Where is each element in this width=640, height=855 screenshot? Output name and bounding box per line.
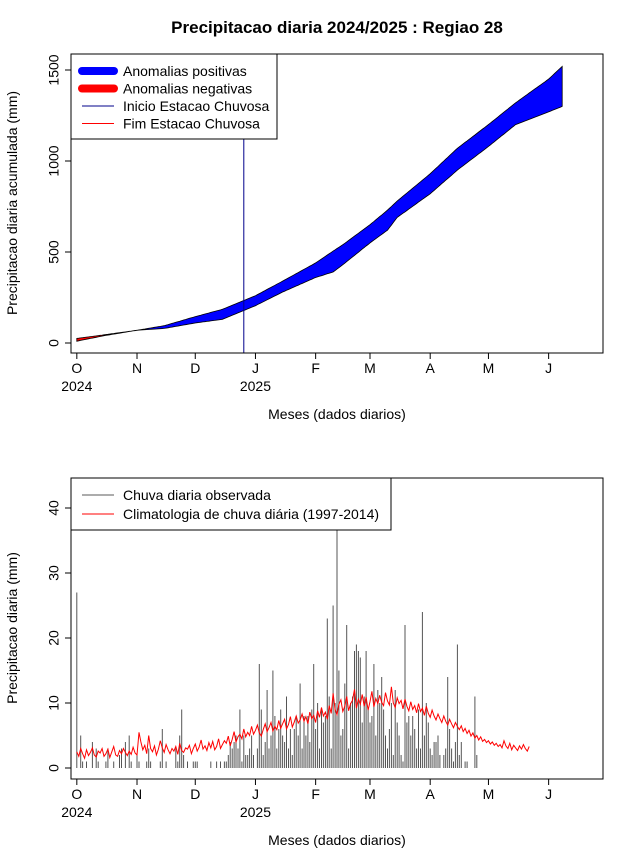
daily-x-axis: O 2024 N D J 2025 F M A M J bbox=[61, 779, 552, 820]
daily-legend: Chuva diaria observada Climatologia de ch… bbox=[71, 478, 391, 530]
chart-title: Precipitacao diaria 2024/2025 : Regiao 2… bbox=[171, 18, 503, 37]
daily-x-tick-label: J bbox=[545, 786, 552, 802]
cumulative-y-tick-label: 1500 bbox=[46, 54, 62, 85]
daily-x-year-label: 2024 bbox=[61, 804, 92, 820]
daily-y-axis: 0 10 20 30 40 bbox=[46, 500, 71, 772]
cumulative-legend-label: Inicio Estacao Chuvosa bbox=[123, 98, 270, 114]
daily-y-tick-label: 40 bbox=[46, 500, 62, 516]
cumulative-legend: Anomalias positivas Anomalias negativasIn… bbox=[71, 54, 277, 139]
cumulative-x-tick-label: F bbox=[311, 360, 320, 376]
daily-y-tick-label: 0 bbox=[46, 764, 62, 772]
cumulative-x-year-label: 2024 bbox=[61, 378, 92, 394]
daily-x-tick-label: O bbox=[71, 786, 82, 802]
daily-x-tick-label: M bbox=[364, 786, 376, 802]
daily-x-tick-label: J bbox=[252, 786, 259, 802]
cumulative-y-axis: 0 500 1000 1500 bbox=[46, 54, 71, 347]
daily-y-axis-label: Precipitacao diaria (mm) bbox=[4, 552, 20, 704]
cumulative-x-axis: O 2024 N D J 2025 F M A M J bbox=[61, 353, 552, 394]
cumulative-x-tick-label: N bbox=[132, 360, 142, 376]
cumulative-x-year-label: 2025 bbox=[240, 378, 271, 394]
cumulative-x-axis-label: Meses (dados diarios) bbox=[268, 406, 406, 422]
cumulative-y-tick-label: 500 bbox=[46, 240, 62, 264]
daily-x-tick-label: F bbox=[311, 786, 320, 802]
negative-anomaly-band bbox=[77, 331, 135, 342]
cumulative-legend-label: Fim Estacao Chuvosa bbox=[123, 116, 260, 132]
daily-x-tick-label: D bbox=[190, 786, 200, 802]
cumulative-legend-label: Anomalias negativas bbox=[123, 81, 252, 97]
cumulative-y-tick-label: 1000 bbox=[46, 145, 62, 176]
cumulative-x-tick-label: M bbox=[483, 360, 495, 376]
daily-y-tick-label: 20 bbox=[46, 630, 62, 646]
daily-x-year-label: 2025 bbox=[240, 804, 271, 820]
daily-y-tick-label: 30 bbox=[46, 565, 62, 581]
cumulative-x-tick-label: J bbox=[252, 360, 259, 376]
cumulative-legend-label: Anomalias positivas bbox=[123, 63, 247, 79]
daily-y-tick-label: 10 bbox=[46, 695, 62, 711]
cumulative-x-tick-label: A bbox=[426, 360, 436, 376]
daily-x-tick-label: A bbox=[426, 786, 436, 802]
daily-legend-label: Climatologia de chuva diária (1997-2014) bbox=[123, 506, 379, 522]
daily-x-tick-label: N bbox=[132, 786, 142, 802]
cumulative-x-tick-label: O bbox=[71, 360, 82, 376]
cumulative-x-tick-label: J bbox=[545, 360, 552, 376]
cumulative-y-tick-label: 0 bbox=[46, 339, 62, 347]
daily-legend-label: Chuva diaria observada bbox=[123, 487, 271, 503]
daily-x-axis-label: Meses (dados diarios) bbox=[268, 832, 406, 848]
daily-legend-box bbox=[71, 478, 391, 530]
daily-x-tick-label: M bbox=[483, 786, 495, 802]
cumulative-panel: Precipitacao diaria 2024/2025 : Regiao 2… bbox=[4, 18, 603, 422]
daily-panel: O 2024 N D J 2025 F M A M J 0 10 20 30 40 Meses (dados… bbox=[4, 478, 603, 848]
cumulative-x-tick-label: M bbox=[364, 360, 376, 376]
cumulative-y-axis-label: Precipitacao diaria acumulada (mm) bbox=[4, 91, 20, 315]
cumulative-x-tick-label: D bbox=[190, 360, 200, 376]
